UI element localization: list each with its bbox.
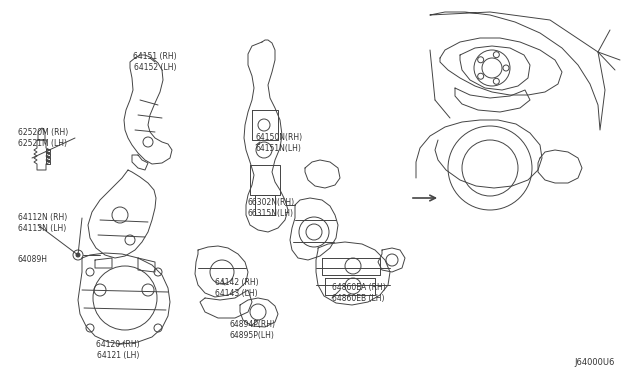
- Circle shape: [76, 253, 80, 257]
- Text: 64120 (RH)
64121 (LH): 64120 (RH) 64121 (LH): [96, 340, 140, 360]
- Text: 64150N(RH)
64151N(LH): 64150N(RH) 64151N(LH): [255, 133, 302, 153]
- Text: 64112N (RH)
64113N (LH): 64112N (RH) 64113N (LH): [18, 213, 67, 233]
- Text: 64142 (RH)
64143 (LH): 64142 (RH) 64143 (LH): [215, 278, 259, 298]
- Text: 64894P(RH)
64895P(LH): 64894P(RH) 64895P(LH): [229, 320, 275, 340]
- Text: 64860EA (RH)
64860EB (LH): 64860EA (RH) 64860EB (LH): [332, 283, 386, 303]
- Text: 62520M (RH)
62521M (LH): 62520M (RH) 62521M (LH): [18, 128, 68, 148]
- Text: 64089H: 64089H: [18, 255, 48, 264]
- Text: 64151 (RH)
64152 (LH): 64151 (RH) 64152 (LH): [133, 52, 177, 72]
- Text: 66302N(RH)
66315N(LH): 66302N(RH) 66315N(LH): [248, 198, 295, 218]
- Text: J64000U6: J64000U6: [575, 358, 615, 367]
